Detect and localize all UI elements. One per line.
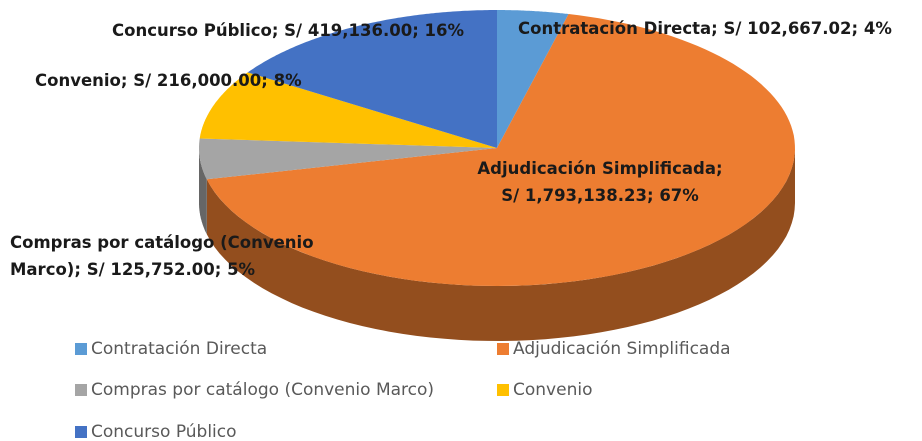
legend-label: Compras por catálogo (Convenio Marco) <box>91 380 434 400</box>
slice <box>247 10 497 148</box>
legend-swatch <box>497 343 509 355</box>
slice <box>497 10 569 148</box>
data-label-line: Compras por catálogo (Convenio <box>10 233 314 252</box>
legend-swatch <box>497 384 509 396</box>
slice-side <box>206 148 796 341</box>
legend-swatch <box>75 426 87 438</box>
data-label-line: Convenio; S/ 216,000.00; 8% <box>35 71 302 90</box>
data-label-line: Concurso Público; S/ 419,136.00; 16% <box>112 21 465 40</box>
slice <box>199 138 497 180</box>
data-label: Compras por catálogo (Convenio Marco); S/… <box>10 233 314 279</box>
data-label: Contratación Directa; S/ 102,667.02; 4% <box>518 19 892 38</box>
data-label: Convenio; S/ 216,000.00; 8% <box>35 71 302 90</box>
legend-label: Adjudicación Simplificada <box>513 339 731 359</box>
data-label-line: Marco); S/ 125,752.00; 5% <box>10 260 256 279</box>
legend-label: Concurso Público <box>91 422 237 441</box>
legend-swatch <box>75 343 87 355</box>
slice-side <box>199 148 207 235</box>
data-label: Concurso Público; S/ 419,136.00; 16% <box>112 21 465 40</box>
legend-swatch <box>75 384 87 396</box>
data-label-line: Contratación Directa; S/ 102,667.02; 4% <box>518 19 892 38</box>
legend-label: Contratación Directa <box>91 339 267 359</box>
data-label: Adjudicación Simplificada; S/ 1,793,138.2… <box>477 159 722 205</box>
legend-label: Convenio <box>513 380 592 400</box>
slice <box>199 72 497 148</box>
data-label-line: Adjudicación Simplificada; <box>477 159 722 178</box>
data-label-line: S/ 1,793,138.23; 67% <box>501 186 699 205</box>
slice <box>206 14 796 286</box>
